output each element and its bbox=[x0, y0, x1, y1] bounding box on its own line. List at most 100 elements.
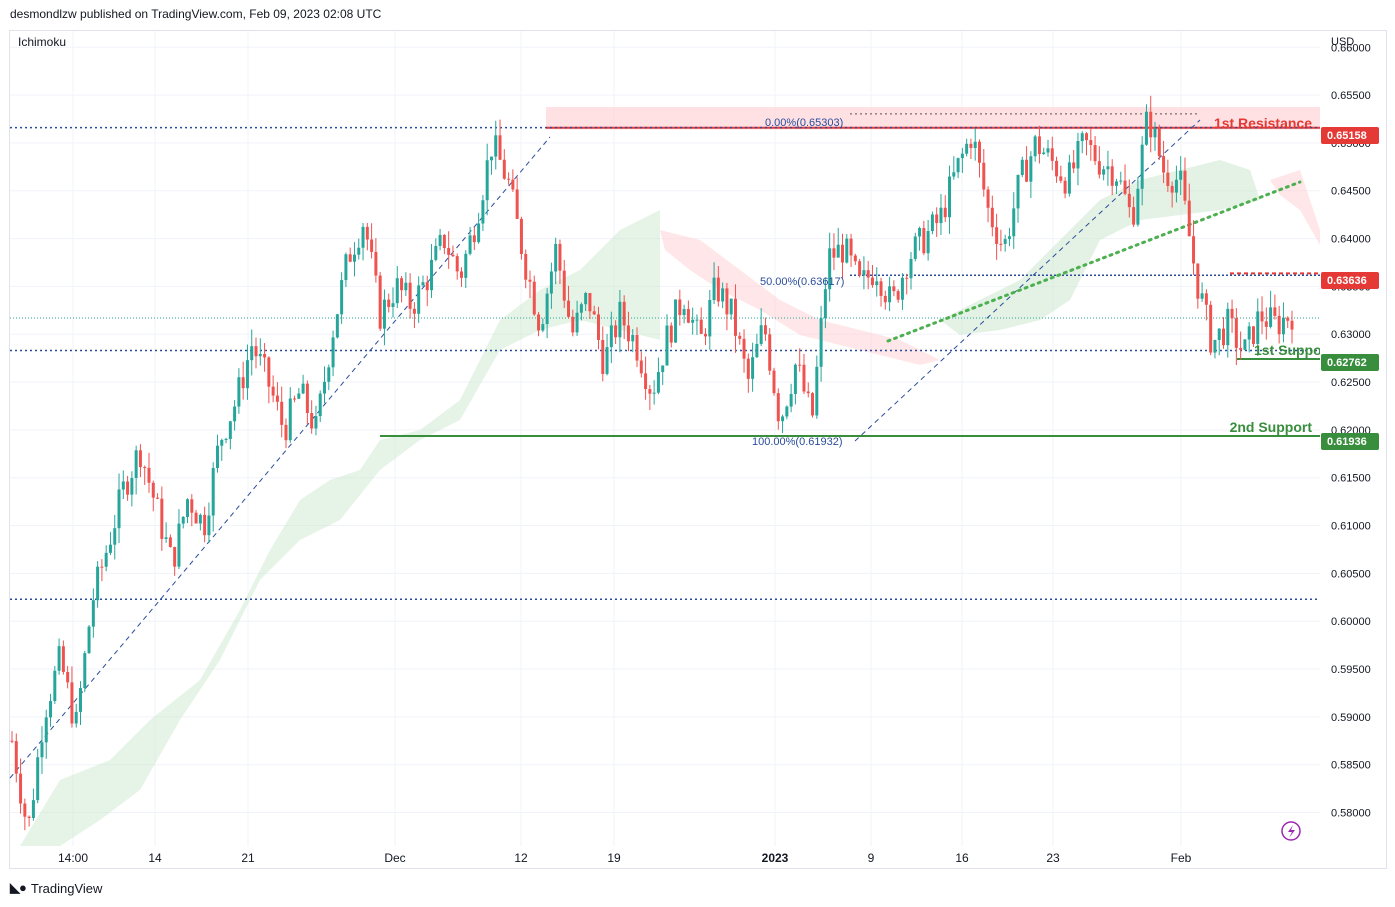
candle-body bbox=[104, 552, 108, 567]
candle-body bbox=[1290, 320, 1294, 330]
candle-body bbox=[1020, 159, 1024, 176]
candle-body bbox=[763, 325, 767, 335]
y-tick-label: 0.64500 bbox=[1331, 186, 1371, 198]
fib-label-50: 50.00%(0.63617) bbox=[760, 276, 844, 288]
candle-body bbox=[186, 499, 190, 517]
ichimoku-cloud bbox=[20, 160, 1320, 846]
candle-body bbox=[121, 481, 125, 490]
candle-body bbox=[1269, 307, 1273, 327]
candle-body bbox=[468, 235, 472, 254]
candle-body bbox=[1085, 133, 1089, 141]
candle-body bbox=[173, 546, 177, 567]
candle-body bbox=[156, 497, 160, 499]
candle-body bbox=[198, 514, 202, 524]
candle-body bbox=[310, 413, 314, 429]
candle-body bbox=[614, 325, 618, 338]
fib-label-100: 100.00%(0.61932) bbox=[752, 436, 843, 448]
candle-body bbox=[293, 398, 297, 400]
candle-body bbox=[1029, 156, 1033, 182]
price-tag-resistance-text: 0.65158 bbox=[1327, 130, 1367, 142]
candle-body bbox=[913, 236, 917, 259]
candle-body bbox=[549, 271, 553, 294]
candle-body bbox=[87, 626, 91, 654]
candle-body bbox=[909, 258, 913, 279]
currency-label: USD bbox=[1331, 36, 1354, 48]
candle-body bbox=[986, 189, 990, 208]
candle-body bbox=[412, 308, 416, 314]
candle-body bbox=[331, 337, 335, 368]
candle-body bbox=[138, 450, 142, 468]
candle-body bbox=[725, 288, 729, 315]
cloud-red-2 bbox=[1270, 170, 1320, 245]
candle-body bbox=[935, 214, 939, 224]
candle-body bbox=[866, 270, 870, 278]
candle-body bbox=[44, 717, 48, 743]
candle-body bbox=[134, 450, 138, 479]
candle-body bbox=[888, 286, 892, 303]
candle-body bbox=[832, 248, 836, 258]
candle-body bbox=[1136, 188, 1140, 225]
replay-icon[interactable] bbox=[1281, 821, 1301, 841]
candle-body bbox=[1067, 162, 1071, 194]
candle-body bbox=[862, 270, 866, 276]
candle-body bbox=[781, 416, 785, 422]
candle-body bbox=[716, 277, 720, 302]
horizontal-levels bbox=[10, 107, 1320, 600]
candle-body bbox=[280, 401, 284, 425]
candle-body bbox=[14, 741, 18, 774]
candle-body bbox=[1063, 180, 1067, 194]
candle-body bbox=[1132, 207, 1136, 225]
indicator-label[interactable]: Ichimoku bbox=[18, 35, 67, 49]
candle-body bbox=[592, 311, 596, 315]
price-tag-first-support-text: 0.62762 bbox=[1327, 357, 1367, 369]
candle-body bbox=[1187, 200, 1191, 237]
footer-brand-text: TradingView bbox=[30, 880, 103, 896]
candle-body bbox=[284, 424, 288, 441]
candle-body bbox=[1209, 304, 1213, 353]
price-tag-resistance bbox=[1321, 127, 1379, 144]
candle-body bbox=[70, 682, 74, 724]
candle-body bbox=[609, 325, 613, 348]
x-tick-label: 2023 bbox=[762, 851, 789, 865]
candle-body bbox=[588, 292, 592, 312]
candle-body bbox=[438, 234, 442, 246]
candle-body bbox=[404, 282, 408, 291]
candle-body bbox=[1042, 152, 1046, 155]
candle-body bbox=[918, 228, 922, 237]
candle-body bbox=[875, 281, 879, 286]
candle-body bbox=[956, 158, 960, 173]
candle-body bbox=[143, 467, 147, 469]
candle-body bbox=[853, 255, 857, 262]
candle-body bbox=[511, 179, 515, 190]
x-tick-label: Feb bbox=[1171, 851, 1192, 865]
candle-body bbox=[130, 478, 134, 495]
candle-body bbox=[361, 226, 365, 248]
candle-body bbox=[207, 515, 211, 536]
candle-body bbox=[759, 325, 763, 344]
x-tick-label: 23 bbox=[1046, 851, 1060, 865]
candle-body bbox=[883, 295, 887, 303]
candle-body bbox=[622, 301, 626, 326]
x-tick-label: 21 bbox=[241, 851, 255, 865]
candle-body bbox=[845, 238, 849, 263]
candle-body bbox=[1170, 185, 1174, 193]
candle-body bbox=[181, 516, 185, 524]
candle-body bbox=[228, 421, 232, 439]
candle-body bbox=[1256, 311, 1260, 344]
footer-brand[interactable]: ◣● TradingView bbox=[10, 880, 102, 896]
candle-body bbox=[626, 325, 630, 342]
candle-body bbox=[340, 280, 344, 315]
y-tick-label: 0.61000 bbox=[1331, 521, 1371, 533]
candle-body bbox=[652, 392, 656, 394]
y-tick-label: 0.63000 bbox=[1331, 329, 1371, 341]
candle-body bbox=[160, 498, 164, 539]
candle-body bbox=[841, 244, 845, 263]
candle-body bbox=[695, 319, 699, 321]
candle-body bbox=[190, 499, 194, 513]
candle-body bbox=[558, 243, 562, 271]
candle-body bbox=[1144, 111, 1148, 145]
candle-body bbox=[464, 253, 468, 278]
candle-body bbox=[23, 803, 27, 817]
candle-body bbox=[1183, 170, 1187, 201]
